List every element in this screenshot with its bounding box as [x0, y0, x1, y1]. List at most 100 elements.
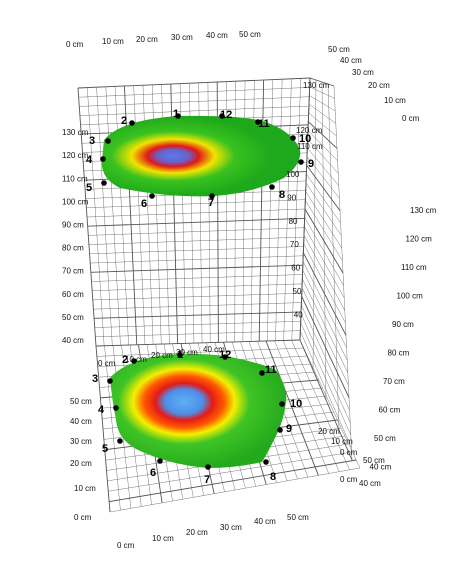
front-wall-grid-line [90, 255, 304, 264]
floor-top-tick-label: 20 cm [151, 351, 173, 360]
floor-front-tick-label: 20 cm [186, 528, 208, 537]
floor-front-tick-label: 10 cm [152, 534, 174, 543]
side-wall-grid-line [303, 243, 346, 323]
electrode-label: 5 [102, 443, 108, 455]
front-wall-grid-line [88, 227, 305, 236]
floor-top-tick-label: 40 cm [203, 345, 225, 354]
front-wall-grid-line [95, 330, 301, 337]
electrode-label: 7 [208, 197, 214, 209]
front-wall-grid-line [86, 199, 306, 208]
electrode-dot [298, 159, 304, 165]
side-wall-grid [299, 77, 353, 461]
electrode-dot [177, 352, 183, 358]
side-axis-tick-label: 100 cm [397, 292, 424, 301]
floor-grid-line [109, 459, 357, 503]
side-wall-grid-line [302, 278, 348, 373]
side-wall-grid-line [308, 104, 336, 124]
electrode-label: 11 [258, 118, 270, 130]
electrode-label: 7 [204, 474, 210, 486]
electrode-dot [263, 459, 269, 465]
height-axis-tick-label: 60 cm [62, 290, 84, 299]
electrode-label: 12 [220, 109, 232, 121]
electrode-label: 8 [279, 189, 285, 201]
electrode-label: 2 [122, 354, 128, 366]
side-wall-grid-line [306, 165, 341, 211]
top-axis-tick-label: 40 cm [206, 31, 228, 40]
top-axis-tick-label: 20 cm [136, 35, 158, 44]
top-axis-tick-label: 30 cm [171, 33, 193, 42]
side-wall-grid-line [300, 331, 352, 448]
side-wall-inner-tick-label: 70 [290, 240, 299, 249]
floor-grid-line [109, 467, 361, 513]
front-wall-grid-line [91, 274, 303, 282]
depth-axis-tick-label: 40 cm [340, 56, 362, 65]
electrode-dot [175, 113, 181, 119]
electrode-label: 11 [265, 364, 277, 376]
side-axis-tick-label: 80 cm [388, 349, 410, 358]
electrode-label: 4 [86, 154, 93, 166]
electrode-dot [100, 156, 106, 162]
height-axis-tick-label: 130 cm [62, 128, 89, 137]
front-wall-grid-line [86, 208, 306, 218]
electrode-dot [209, 193, 215, 199]
side-wall-grid-line [305, 191, 342, 249]
electrode-dot [117, 438, 123, 444]
electrode-label: 9 [308, 158, 314, 170]
floor-grid-line [95, 339, 301, 347]
side-wall-inner-tick-label: 40 [294, 310, 303, 319]
side-wall-grid-line [306, 156, 340, 199]
floor-depth-tick-label: 0 cm [340, 475, 358, 484]
side-axis-tick-label: 40 cm [370, 463, 392, 472]
electrode-dot [107, 378, 113, 384]
electrode-dot [131, 358, 137, 364]
side-wall-tick-label: 120 cm [296, 126, 323, 135]
side-wall-grid-line [302, 261, 347, 348]
side-wall-inner-tick-label: 80 [289, 217, 298, 226]
side-wall-grid-line [302, 252, 347, 336]
side-wall-grid-line [309, 86, 335, 99]
electrode-dot [277, 427, 283, 433]
electrode-dot [205, 464, 211, 470]
electrode-dot [149, 193, 155, 199]
depth-axis-tick-label: 20 cm [368, 81, 390, 90]
electrode-dot [269, 184, 275, 190]
electrode-label: 6 [150, 467, 156, 479]
top-axis-tick-label: 0 cm [66, 40, 84, 49]
floor-depth-tick-label: 50 cm [363, 456, 385, 465]
height-axis-tick-label: 120 cm [62, 151, 89, 160]
electrode-label: 8 [270, 471, 276, 483]
floor-top-tick-label: 0 cm [98, 359, 116, 368]
electrode-label: 1 [177, 349, 183, 361]
height-axis-tick-label: 70 cm [62, 267, 84, 276]
side-wall-grid-line [305, 182, 342, 236]
side-axis-tick-label: 50 cm [374, 434, 396, 443]
floor-left-tick-label: 30 cm [70, 437, 92, 446]
side-wall-grid-line [303, 235, 345, 311]
side-wall-grid-line [304, 226, 345, 299]
side-wall-grid-line [305, 200, 343, 261]
side-wall-grid-line [301, 296, 350, 398]
side-wall-grid-line [309, 95, 336, 112]
front-wall-grid-line [92, 283, 303, 291]
lower-potential-map [110, 353, 287, 468]
electrode-label: 12 [219, 349, 231, 361]
side-wall-grid-line [308, 121, 338, 149]
floor-grid-line [108, 451, 353, 492]
floor-left-tick-label: 40 cm [70, 417, 92, 426]
floor-right-tick-label: 10 cm [331, 437, 353, 446]
floor-top-tick-label: 10 cm [125, 355, 147, 364]
floor-front-tick-label: 50 cm [287, 513, 309, 522]
electrode-dot [113, 405, 119, 411]
electrode-dot [255, 119, 261, 125]
floor-right-tick-label: 0 cm [340, 448, 358, 457]
floor-front-tick-label: 40 cm [254, 517, 276, 526]
height-axis-tick-label: 80 cm [62, 244, 84, 253]
side-wall-grid-line [302, 270, 348, 361]
floor-front-tick-label: 30 cm [220, 523, 242, 532]
height-axis-tick-label: 50 cm [62, 313, 84, 322]
electrode-dot [157, 458, 163, 464]
front-wall-grid-line [79, 96, 310, 107]
upper-potential-map [101, 115, 301, 197]
